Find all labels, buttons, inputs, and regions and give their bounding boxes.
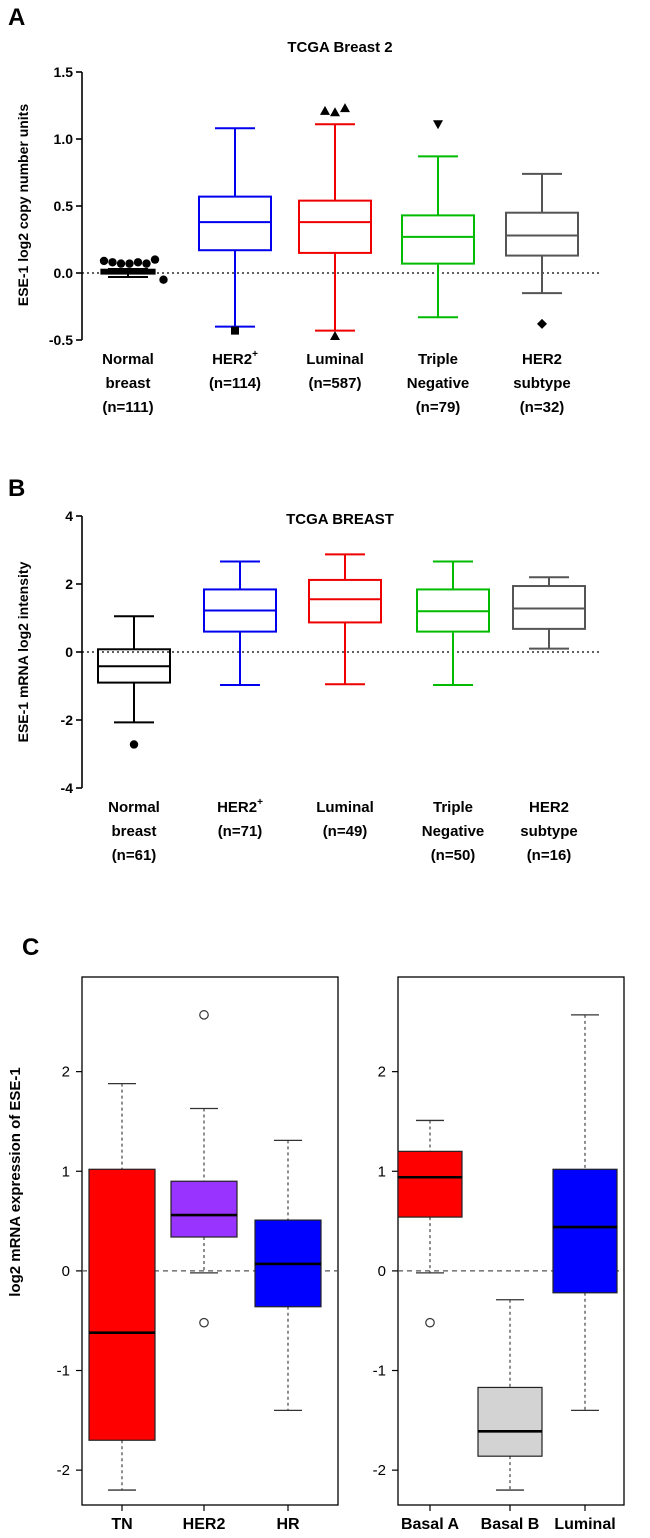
y-tick-label: -4 xyxy=(61,780,74,796)
outlier-point xyxy=(330,107,340,117)
box-iqr xyxy=(88,1168,156,1441)
category-label-line3: (n=61) xyxy=(112,847,157,864)
y-tick-label: -2 xyxy=(57,1462,70,1479)
outlier-point xyxy=(231,326,239,335)
panel-c-chart: log2 mRNA expression of ESE-1 2 1 0 -1 -2 TN H… xyxy=(7,976,625,1533)
box-iqr xyxy=(308,578,382,624)
panel-a-chart: TCGA Breast 2 ESE-1 log2 copy number uni… xyxy=(15,39,600,416)
panel-a-y-axis-label: ESE-1 log2 copy number units xyxy=(15,104,31,306)
y-tick-label: 1 xyxy=(378,1163,386,1180)
y-tick-label: 1.0 xyxy=(54,131,74,147)
plot-frame xyxy=(81,976,339,1506)
panel-c-y-axis-label: log2 mRNA expression of ESE-1 xyxy=(7,1067,24,1297)
category-label: Triple xyxy=(418,351,458,368)
box-iqr xyxy=(552,1168,618,1294)
outlier-point xyxy=(142,259,151,268)
category-label-line2: Negative xyxy=(422,823,485,840)
outlier-point xyxy=(99,256,109,266)
panel-label-a: A xyxy=(8,4,25,31)
outlier-point xyxy=(108,258,117,267)
category-label-line2: Negative xyxy=(407,375,470,392)
y-tick-label: -2 xyxy=(373,1462,386,1479)
panel-b-y-axis-label: ESE-1 mRNA log2 intensity xyxy=(15,561,31,742)
panel-b-chart: TCGA BREAST ESE-1 mRNA log2 intensity 4 2… xyxy=(15,508,600,864)
category-label-line3: (n=32) xyxy=(520,399,565,416)
category-label: Luminal xyxy=(316,799,374,816)
outlier-point xyxy=(133,258,143,267)
plot-frame xyxy=(397,976,625,1506)
outlier-point xyxy=(320,105,330,115)
y-tick-label: 4 xyxy=(65,508,73,524)
y-tick-label: -2 xyxy=(61,712,74,728)
category-label: Normal xyxy=(108,799,160,816)
panel-b-title: TCGA BREAST xyxy=(286,511,394,528)
box-iqr xyxy=(170,1180,238,1238)
outlier-point xyxy=(159,275,168,284)
category-label: TN xyxy=(111,1516,132,1533)
category-label-line2: breast xyxy=(105,375,150,392)
category-label: Triple xyxy=(433,799,473,816)
category-label-line3: (n=111) xyxy=(102,399,153,416)
category-label-line3: (n=16) xyxy=(527,847,572,864)
box-iqr xyxy=(198,195,272,252)
category-label: Luminal xyxy=(306,351,364,368)
y-tick-label: 1 xyxy=(62,1163,70,1180)
panel-label-c: C xyxy=(22,934,39,961)
box-iqr xyxy=(512,585,586,630)
outlier-point xyxy=(537,318,547,329)
category-label: HER2+ xyxy=(217,797,263,816)
panel-label-b: B xyxy=(8,475,25,502)
y-tick-label: -1 xyxy=(373,1363,386,1380)
category-label: HR xyxy=(276,1516,300,1533)
y-tick-label: 0 xyxy=(378,1263,386,1280)
category-label-line2: (n=71) xyxy=(218,823,263,840)
y-tick-label: 0 xyxy=(65,644,73,660)
outlier-point xyxy=(433,120,443,130)
category-label: Luminal xyxy=(554,1516,615,1533)
outlier-point xyxy=(340,103,350,113)
category-label: Normal xyxy=(102,351,154,368)
outlier-point xyxy=(125,259,134,268)
category-label-line3: (n=79) xyxy=(416,399,461,416)
box-iqr xyxy=(298,199,372,254)
outlier-point xyxy=(116,259,126,268)
outlier-point xyxy=(150,255,160,264)
y-tick-label: 2 xyxy=(65,576,73,592)
category-label-line2: (n=587) xyxy=(309,375,362,392)
outlier-point xyxy=(425,1317,435,1328)
y-tick-label: 0 xyxy=(62,1263,70,1280)
category-label-line3: (n=50) xyxy=(431,847,476,864)
y-tick-label: 1.5 xyxy=(54,64,74,80)
y-tick-label: -1 xyxy=(57,1363,70,1380)
y-tick-label: 2 xyxy=(62,1064,70,1081)
box-iqr xyxy=(505,211,579,257)
category-label: HER2+ xyxy=(212,349,258,368)
category-label-line2: (n=49) xyxy=(323,823,368,840)
category-label-line2: subtype xyxy=(520,823,578,840)
panel-a-title: TCGA Breast 2 xyxy=(287,39,392,56)
y-tick-label: -0.5 xyxy=(49,332,73,348)
outlier-point xyxy=(330,330,340,340)
y-tick-label: 2 xyxy=(378,1064,386,1081)
box-iqr xyxy=(397,1150,463,1218)
category-label-line2: (n=114) xyxy=(209,375,261,392)
box-iqr xyxy=(477,1386,543,1457)
outlier-point xyxy=(199,1010,209,1020)
outlier-point xyxy=(199,1317,209,1328)
category-label-line2: subtype xyxy=(513,375,571,392)
y-tick-label: 0.5 xyxy=(54,198,74,214)
outlier-point xyxy=(129,740,139,749)
category-label: Basal A xyxy=(401,1516,460,1533)
category-label-line2: breast xyxy=(111,823,156,840)
category-label: HER2 xyxy=(183,1516,226,1533)
category-label: HER2 xyxy=(522,351,562,368)
y-tick-label: 0.0 xyxy=(54,265,74,281)
box-iqr xyxy=(401,214,475,265)
category-label: Basal B xyxy=(481,1516,540,1533)
category-label: HER2 xyxy=(529,799,569,816)
